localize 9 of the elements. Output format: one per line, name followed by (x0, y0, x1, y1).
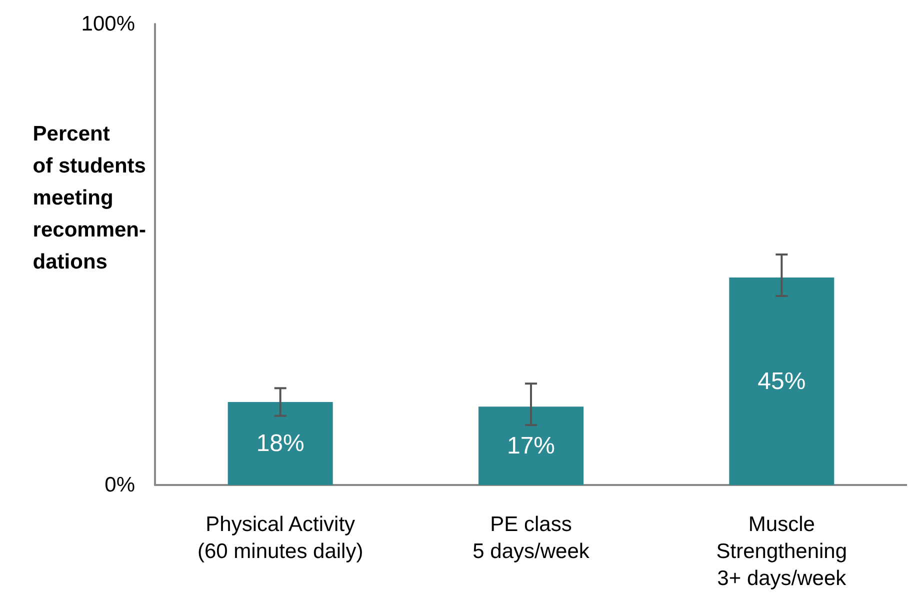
x-tick-label: Muscle Strengthening 3+ days/week (716, 513, 848, 590)
x-tick-label: Physical Activity (60 minutes daily) (197, 513, 364, 563)
x-tick-label: PE class 5 days/week (472, 513, 590, 563)
y-tick-label: 100% (81, 12, 135, 36)
data-label: 18% (256, 430, 304, 458)
data-label: 17% (506, 432, 556, 460)
data-label: 45% (758, 368, 806, 395)
y-tick-label: 0% (104, 474, 135, 496)
y-axis-title: Percent of students meeting recommen- dations (32, 122, 146, 274)
